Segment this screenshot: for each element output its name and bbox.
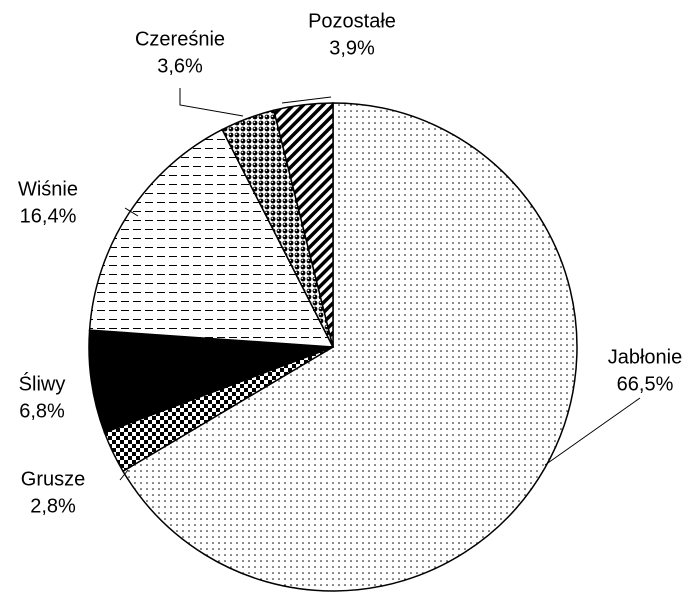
slice-label: Grusze (21, 468, 85, 490)
slice-value-label: 66,5% (617, 373, 674, 395)
pie-slice (88, 329, 334, 434)
leader-line (281, 96, 332, 104)
slice-value-label: 6,8% (19, 400, 65, 422)
leader-line (179, 88, 244, 117)
leader-line (104, 384, 117, 403)
pie-slice (272, 102, 334, 348)
slice-value-label: 3,6% (157, 55, 203, 77)
slice-label: Śliwy (19, 371, 66, 395)
slice-value-label: 2,8% (30, 495, 76, 517)
leader-line (124, 207, 139, 217)
slice-label: Pozostałe (308, 10, 396, 32)
slice-value-label: 3,9% (329, 37, 375, 59)
pie-slice (121, 102, 578, 592)
pie-slice (88, 128, 335, 348)
slice-label: Wiśnie (18, 178, 78, 200)
leader-line (119, 469, 129, 481)
slice-label: Jabłonie (608, 346, 683, 368)
slice-label: Czereśnie (135, 28, 225, 50)
leader-line (544, 397, 641, 466)
slice-value-label: 16,4% (20, 205, 77, 227)
